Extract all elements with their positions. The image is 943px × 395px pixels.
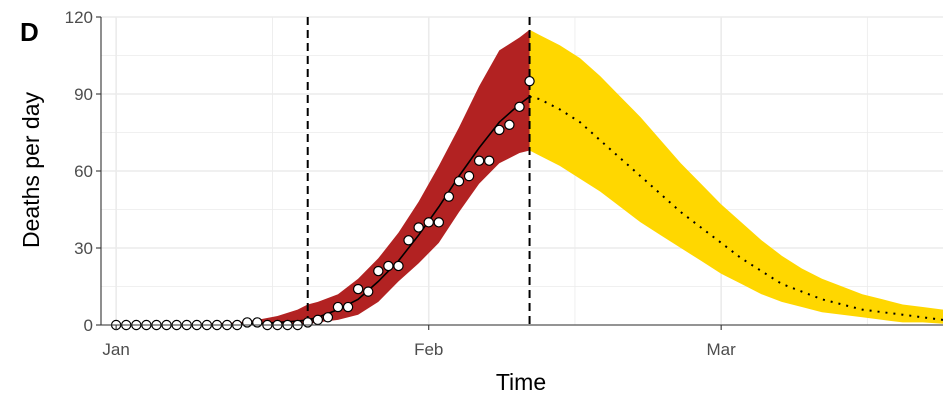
y-tick-label: 0 xyxy=(84,316,93,335)
observed-point xyxy=(403,235,414,246)
x-tick-label: Feb xyxy=(414,340,443,359)
y-tick-label: 90 xyxy=(74,85,93,104)
x-axis-title: Time xyxy=(496,369,546,395)
y-tick-label: 60 xyxy=(74,162,93,181)
observed-point xyxy=(363,286,374,297)
observed-point xyxy=(453,176,465,187)
observed-point xyxy=(413,222,424,233)
y-axis-title: Deaths per day xyxy=(18,92,44,248)
observed-point xyxy=(393,260,404,272)
x-tick-label: Jan xyxy=(102,340,129,359)
observed-point xyxy=(484,155,495,166)
panel-label: D xyxy=(20,17,39,47)
observed-point xyxy=(524,75,535,87)
observed-point xyxy=(342,301,354,313)
plot-panel: 0 30 60 90 120 Jan Feb Mar xyxy=(65,8,943,359)
observed-point xyxy=(504,119,515,131)
observed-point xyxy=(373,265,384,277)
observed-point xyxy=(242,317,253,328)
observed-point xyxy=(423,217,434,228)
y-tick-label: 30 xyxy=(74,239,93,258)
fit-uncertainty-band xyxy=(116,29,530,325)
observed-point xyxy=(252,317,263,328)
observed-point xyxy=(302,317,313,328)
observed-point xyxy=(463,170,475,182)
observed-point xyxy=(473,155,485,166)
observed-point xyxy=(312,314,324,326)
x-tick-label: Mar xyxy=(707,340,737,359)
y-tick-label: 120 xyxy=(65,8,93,27)
observed-point xyxy=(322,312,334,323)
forecast-uncertainty-band xyxy=(529,29,943,324)
observed-point xyxy=(494,124,505,136)
observed-point xyxy=(443,191,455,202)
observed-point xyxy=(514,101,525,113)
observed-point xyxy=(352,283,364,295)
observed-point xyxy=(383,260,394,272)
observed-point xyxy=(332,301,344,313)
observed-point xyxy=(433,217,445,228)
